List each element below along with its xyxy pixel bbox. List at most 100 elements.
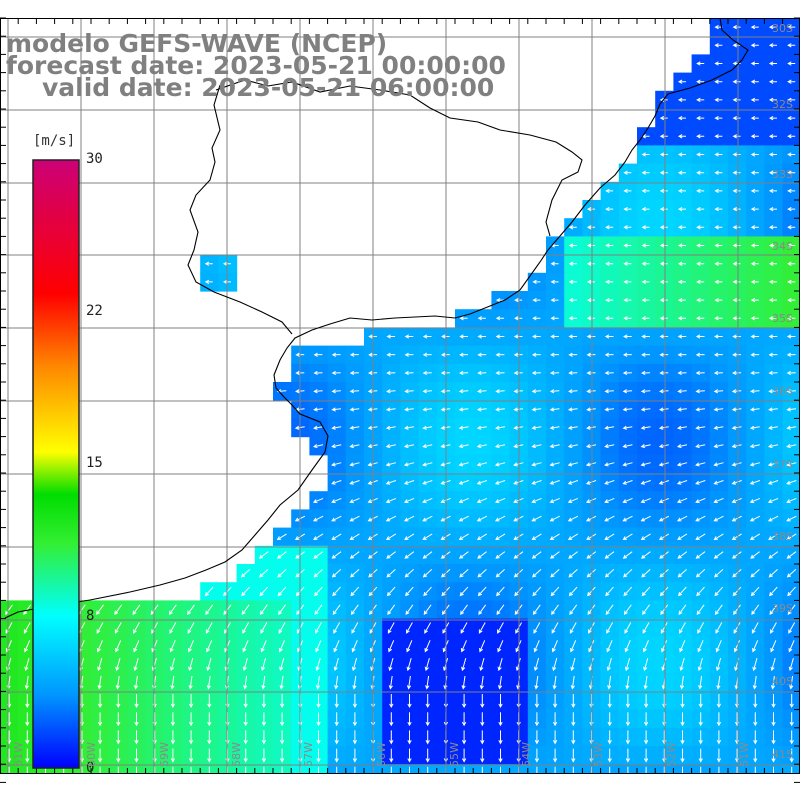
wind-arrow (497, 640, 504, 653)
wind-arrow (385, 444, 396, 449)
wind-arrow (641, 188, 650, 194)
wind-arrow (659, 389, 669, 394)
wind-arrow (331, 444, 342, 449)
wind-arrow (696, 206, 705, 212)
wind-arrow (331, 480, 342, 485)
wind-arrow (767, 462, 779, 467)
wind-arrow (641, 206, 650, 212)
wind-arrow (170, 675, 175, 690)
wind-arrow (661, 640, 668, 653)
wind-arrow (132, 604, 141, 616)
wind-arrow (714, 279, 723, 285)
speed-cell (528, 782, 547, 800)
wind-arrow (752, 675, 757, 690)
wind-arrow (461, 675, 466, 690)
wind-arrow (315, 640, 322, 653)
lon-label-61w: 61W (12, 742, 25, 767)
wind-arrow (280, 785, 283, 798)
wind-arrow (695, 370, 705, 376)
wind-arrow (97, 730, 103, 745)
wind-arrow (331, 352, 341, 357)
wind-arrow (768, 115, 777, 121)
wind-arrow (170, 694, 176, 709)
wind-arrow (750, 352, 760, 357)
wind-arrow (731, 462, 742, 467)
wind-arrow (499, 785, 502, 798)
wind-arrow (495, 533, 506, 541)
wind-arrow (677, 407, 687, 412)
wind-arrow (607, 748, 612, 763)
wind-arrow (312, 444, 324, 449)
wind-arrow (714, 206, 723, 212)
speed-cell (237, 782, 256, 800)
wind-arrow (405, 586, 414, 597)
wind-arrow (331, 389, 341, 394)
wind-arrow (749, 533, 761, 541)
wind-arrow (569, 604, 578, 616)
wind-arrow (643, 694, 649, 709)
wind-arrow (605, 604, 614, 616)
wind-arrow (116, 712, 121, 727)
wind-arrow (62, 785, 65, 798)
wind-arrow (769, 604, 778, 616)
wind-arrow (787, 115, 796, 121)
wind-arrow (386, 334, 396, 339)
wind-arrow (658, 462, 670, 467)
wind-arrow (750, 297, 759, 303)
wind-arrow (97, 748, 103, 763)
wind-arrow (461, 730, 467, 745)
wind-arrow (313, 352, 323, 357)
wind-arrow (422, 425, 433, 430)
wind-arrow (552, 694, 558, 709)
lon-label-59w: 59W (158, 742, 171, 767)
wind-arrow (677, 152, 686, 157)
wind-arrow (786, 551, 797, 559)
wind-arrow (422, 370, 432, 376)
wind-arrow (532, 334, 541, 339)
wind-arrow (277, 569, 287, 578)
wind-arrow (313, 389, 323, 394)
wind-arrow (677, 243, 686, 248)
wind-arrow (458, 515, 469, 522)
wind-arrow (204, 279, 213, 285)
wind-arrow (568, 297, 577, 303)
wind-arrow (477, 569, 487, 578)
wind-arrow (640, 551, 651, 559)
wind-arrow (403, 497, 415, 504)
wind-arrow (696, 316, 705, 321)
wind-arrow (404, 569, 414, 578)
speed-cell (746, 782, 765, 800)
wind-arrow (495, 352, 505, 357)
wind-arrow (769, 586, 778, 597)
wind-arrow (641, 243, 650, 248)
lat-label-32s: 32S (772, 98, 793, 111)
wind-arrow (96, 604, 104, 616)
wind-arrow (406, 675, 412, 690)
wind-arrow (424, 622, 432, 634)
wind-arrow (534, 694, 540, 709)
wind-arrow (189, 785, 192, 798)
wind-arrow (607, 712, 612, 727)
wind-arrow (732, 115, 741, 121)
wind-arrow (641, 170, 650, 175)
wind-arrow (349, 425, 360, 430)
wind-arrow (331, 370, 341, 376)
wind-arrow (677, 79, 686, 84)
wind-arrow (623, 569, 633, 578)
wind-arrow (695, 462, 706, 467)
wind-arrow (422, 352, 432, 357)
wind-arrow (732, 188, 741, 194)
wind-arrow (787, 279, 796, 285)
wind-arrow (658, 533, 670, 541)
wind-arrow (732, 352, 742, 357)
wind-arrow (768, 316, 778, 321)
wind-arrow (531, 462, 542, 467)
wind-arrow (458, 407, 469, 412)
wind-arrow (549, 462, 560, 467)
wind-arrow (80, 785, 83, 798)
wind-arrow (242, 640, 249, 653)
wind-arrow (567, 533, 579, 541)
wind-arrow (260, 657, 267, 672)
wind-arrow (696, 61, 705, 66)
wind-arrow (732, 24, 741, 30)
